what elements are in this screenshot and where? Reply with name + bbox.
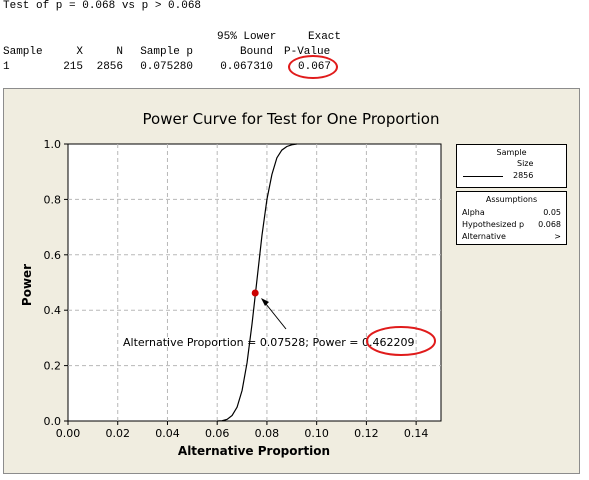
x-axis-label: Alternative Proportion	[178, 444, 330, 458]
legend-assumptions: Assumptions Alpha 0.05 Hypothesized p 0.…	[456, 191, 567, 245]
pvalue-highlight-circle	[288, 55, 338, 79]
annotation-text: Alternative Proportion = 0.07528; Power …	[123, 336, 414, 349]
col-header-lower: 95% Lower	[217, 31, 277, 43]
y-tick-label: 0.8	[44, 193, 62, 206]
col-header-exact: Exact	[308, 31, 342, 43]
assumptions-title: Assumptions	[485, 195, 538, 204]
grid-lines	[68, 144, 441, 421]
power-curve-chart: Power Curve for Test for One Proportion …	[20, 110, 442, 458]
y-tick-label: 0.2	[44, 360, 62, 373]
legend-line-swatch	[463, 176, 503, 177]
assumption-label: Alpha	[462, 208, 485, 217]
y-tick-label: 0.0	[44, 415, 62, 428]
row-x: 215	[63, 61, 83, 73]
assumption-row: Hypothesized p 0.068	[462, 220, 561, 231]
x-tick-label: 0.08	[255, 427, 280, 440]
col-n: N	[116, 46, 123, 58]
col-x: X	[76, 46, 83, 58]
assumption-label: Hypothesized p	[462, 220, 525, 229]
annotation-prefix: Alternative Proportion = 0.07528; Power …	[123, 336, 362, 349]
session-output: Test of p = 0.068 vs p > 0.068 95% Lower…	[3, 0, 383, 82]
x-tick-label: 0.00	[56, 427, 81, 440]
test-header: Test of p = 0.068 vs p > 0.068	[3, 0, 202, 12]
x-tick-label: 0.04	[155, 427, 180, 440]
col-sample-p: Sample p	[140, 46, 193, 58]
assumption-value: 0.068	[538, 220, 561, 229]
x-tick-labels: 0.00 0.02 0.04 0.06 0.08 0.10 0.12 0.14	[56, 427, 429, 440]
y-tick-label: 0.4	[44, 304, 62, 317]
legend-sample-title: Sample	[496, 148, 527, 157]
y-tick-label: 0.6	[44, 249, 62, 262]
y-axis-label: Power	[20, 264, 34, 306]
x-tick-label: 0.14	[404, 427, 429, 440]
row-n: 2856	[96, 61, 123, 73]
col-sample: Sample	[3, 46, 43, 58]
legend-size-title: Size	[517, 159, 534, 168]
row-bound: 0.067310	[220, 61, 273, 73]
graph-window: Power Curve for Test for One Proportion …	[3, 88, 580, 474]
chart-title: Power Curve for Test for One Proportion	[143, 110, 440, 128]
assumption-value: >	[554, 232, 561, 241]
annotation-arrow-head	[261, 298, 269, 306]
row-sample-p: 0.075280	[140, 61, 193, 73]
assumption-label: Alternative	[462, 232, 506, 241]
y-tick-labels: 0.0 0.2 0.4 0.6 0.8 1.0	[44, 138, 62, 428]
legend-sample-size: Sample Size 2856	[456, 144, 567, 188]
annotation-value: 0.462209	[362, 336, 415, 349]
y-tick-label: 1.0	[44, 138, 62, 151]
x-tick-label: 0.12	[354, 427, 379, 440]
plot-area	[67, 143, 442, 422]
col-bound: Bound	[239, 46, 273, 58]
assumption-row: Alpha 0.05	[462, 208, 561, 219]
axis-ticks	[64, 143, 417, 425]
x-tick-label: 0.02	[105, 427, 130, 440]
highlight-point	[251, 289, 259, 297]
power-highlight-circle	[366, 326, 436, 356]
row-sample: 1	[3, 61, 10, 73]
x-tick-label: 0.10	[304, 427, 329, 440]
legend-sample-value: 2856	[513, 171, 534, 180]
assumption-row: Alternative >	[462, 232, 561, 243]
x-tick-label: 0.06	[205, 427, 230, 440]
power-curve-line	[217, 143, 297, 422]
assumption-value: 0.05	[543, 208, 561, 217]
